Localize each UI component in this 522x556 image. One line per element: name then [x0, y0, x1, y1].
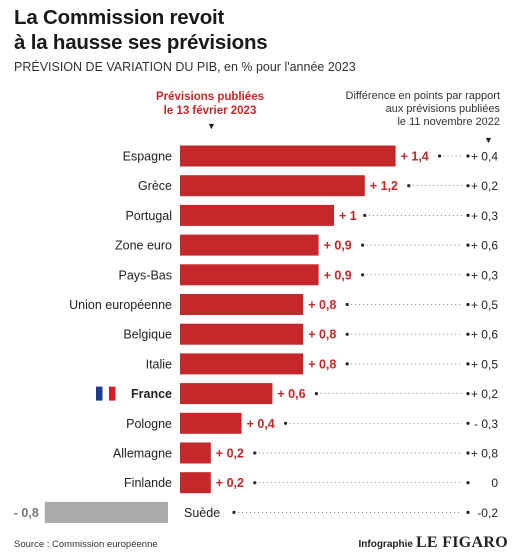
- category-label: Finlande: [124, 476, 172, 490]
- leader-dot: [466, 510, 470, 514]
- legend-forecast: Prévisions publiées le 13 février 2023: [140, 90, 280, 118]
- difference-label: + 0,5: [471, 357, 498, 371]
- title-line-2: à la hausse ses prévisions: [14, 31, 268, 54]
- value-label: + 0,9: [324, 239, 352, 253]
- category-label: France: [131, 387, 172, 401]
- category-label: Espagne: [123, 150, 172, 164]
- value-label: - 0,8: [14, 506, 39, 520]
- bar-france: [180, 383, 273, 405]
- category-label: Allemagne: [113, 447, 172, 461]
- difference-label: + 0,8: [471, 447, 498, 461]
- bar-belgique: [180, 323, 304, 345]
- leader-dot: [253, 451, 257, 455]
- leader-dot: [466, 273, 470, 277]
- flag-white-stripe: [102, 386, 109, 401]
- credit-label: Infographie: [358, 539, 413, 550]
- legend-forecast-line-2: le 13 février 2023: [163, 105, 257, 117]
- category-label: Grèce: [138, 179, 172, 193]
- difference-label: + 0,6: [471, 239, 498, 253]
- difference-label: 0: [491, 476, 498, 490]
- category-label: Pays-Bas: [119, 268, 173, 282]
- leader-dot: [466, 184, 470, 188]
- category-label: Portugal: [125, 209, 172, 223]
- flag-blue-stripe: [96, 386, 103, 401]
- legend-forecast-line-1: Prévisions publiées: [155, 91, 264, 103]
- bar-grèce: [180, 175, 365, 197]
- value-label: + 0,9: [324, 268, 352, 282]
- bar-portugal: [180, 204, 334, 226]
- leader-dot: [466, 392, 470, 396]
- arrow-down-icon: ▼: [207, 121, 216, 131]
- value-label: + 0,6: [277, 387, 305, 401]
- legend-difference: Différence en points par rapport aux pré…: [300, 90, 501, 129]
- chart-subtitle: PRÉVISION DE VARIATION DU PIB, en % pour…: [14, 60, 356, 74]
- leader-dot: [466, 243, 470, 247]
- bar-allemagne: [180, 442, 211, 464]
- difference-label: + 0,4: [471, 150, 498, 164]
- value-label: + 0,8: [308, 357, 336, 371]
- leader-dot: [466, 451, 470, 455]
- arrow-down-icon: ▼: [484, 135, 493, 145]
- difference-label: + 0,2: [471, 387, 498, 401]
- difference-label: - 0,3: [474, 417, 498, 431]
- bar-union-européenne: [180, 294, 304, 315]
- bar-pays-bas: [180, 264, 319, 286]
- bar-finlande: [180, 472, 211, 494]
- value-label: + 1,4: [401, 150, 429, 164]
- bar-suède: [44, 501, 168, 523]
- value-label: + 0,4: [247, 417, 275, 431]
- leader-dot: [466, 421, 470, 425]
- difference-label: -0,2: [477, 506, 498, 520]
- leader-dot: [466, 302, 470, 307]
- title-line-1: La Commission revoit: [14, 6, 225, 29]
- leader-dot: [466, 481, 470, 485]
- flag-red-stripe: [109, 386, 116, 401]
- category-label: Italie: [146, 357, 172, 371]
- value-label: + 0,8: [308, 298, 336, 312]
- leader-dot: [466, 362, 470, 366]
- category-label: Belgique: [123, 328, 172, 342]
- leader-dot: [466, 154, 470, 158]
- leader-dot: [466, 332, 470, 336]
- value-label: + 0,2: [216, 476, 244, 490]
- difference-label: + 0,3: [471, 209, 498, 223]
- brand-logo: LE FIGARO: [415, 534, 508, 551]
- category-label: Pologne: [126, 417, 172, 431]
- value-label: + 1,2: [370, 179, 398, 193]
- category-label: Zone euro: [115, 239, 172, 253]
- legend-difference-line-1: Différence en points par rapport: [345, 90, 501, 102]
- bar-zone-euro: [180, 234, 319, 256]
- value-label: + 1: [339, 209, 357, 223]
- difference-label: + 0,3: [471, 268, 498, 282]
- source-note: Source : Commission européenne: [14, 539, 158, 550]
- credit: Infographie LE FIGARO: [359, 534, 509, 552]
- legend-difference-line-3: le 11 novembre 2022: [397, 116, 500, 128]
- bar-pologne: [180, 412, 242, 434]
- value-label: + 0,8: [308, 328, 336, 342]
- leader-dot: [253, 481, 257, 485]
- difference-label: + 0,5: [471, 298, 498, 312]
- difference-label: + 0,2: [471, 179, 498, 193]
- category-label: Union européenne: [69, 298, 172, 312]
- bar-espagne: [180, 145, 396, 167]
- difference-label: + 0,6: [471, 328, 498, 342]
- value-label: + 0,2: [216, 447, 244, 461]
- leader-dot: [466, 213, 470, 217]
- chart-title: La Commission revoit à la hausse ses pré…: [14, 5, 268, 55]
- legend-difference-line-2: aux prévisions publiées: [385, 103, 500, 115]
- category-label: Suède: [184, 506, 220, 520]
- bar-italie: [180, 353, 304, 375]
